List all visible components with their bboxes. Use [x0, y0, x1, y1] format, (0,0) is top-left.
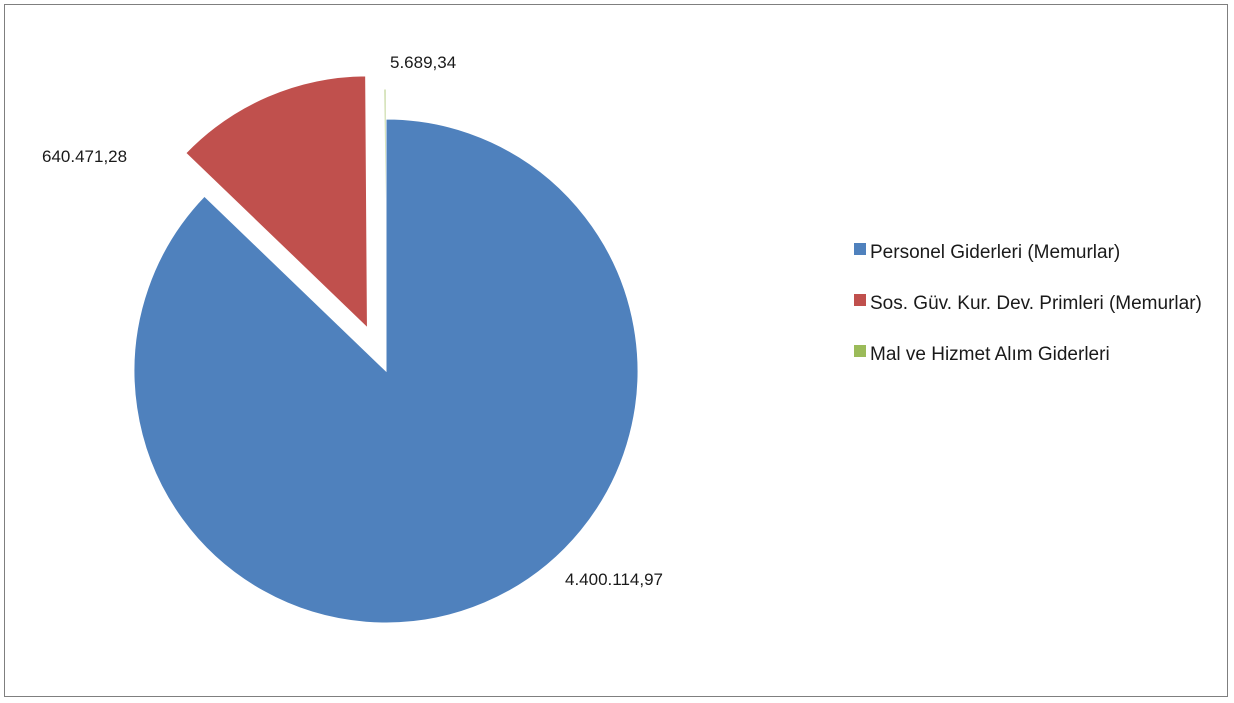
legend-swatch-mal-hizmet [854, 345, 866, 357]
legend-label-personel: Personel Giderleri (Memurlar) [870, 242, 1121, 263]
pie-slice-1 [185, 75, 368, 330]
legend-label-mal-hizmet: Mal ve Hizmet Alım Giderleri [870, 344, 1110, 365]
data-label-0: 4.400.114,97 [565, 570, 663, 589]
pie-slice-2 [383, 88, 387, 342]
legend-swatch-sgk-primleri [854, 294, 866, 306]
pie-slice-0 [133, 118, 639, 624]
legend-item-mal-hizmet: Mal ve Hizmet Alım Giderleri [854, 340, 1214, 369]
legend: Personel Giderleri (Memurlar) Sos. Güv. … [854, 238, 1214, 391]
legend-item-sgk-primleri: Sos. Güv. Kur. Dev. Primleri (Memurlar) [854, 289, 1214, 318]
legend-label-sgk-primleri: Sos. Güv. Kur. Dev. Primleri (Memurlar) [870, 293, 1202, 314]
data-label-2: 5.689,34 [390, 53, 456, 72]
legend-swatch-personel [854, 243, 866, 255]
data-label-1: 640.471,28 [42, 147, 127, 166]
legend-item-personel: Personel Giderleri (Memurlar) [854, 238, 1214, 267]
